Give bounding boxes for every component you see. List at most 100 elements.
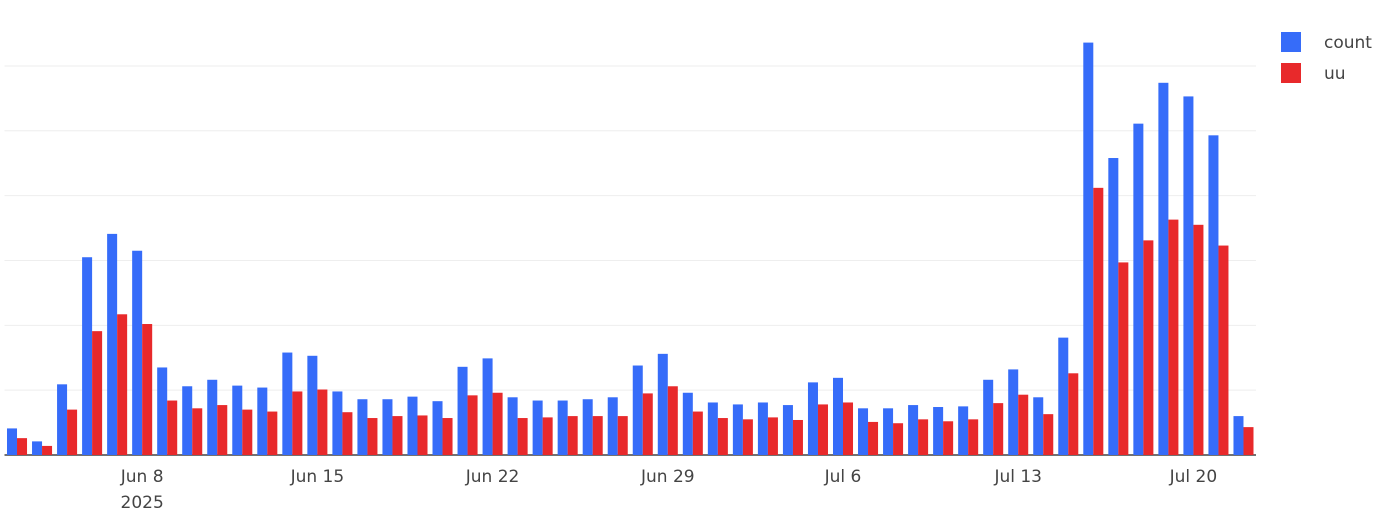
bar xyxy=(482,358,493,455)
bar xyxy=(442,418,453,455)
bar xyxy=(742,419,753,455)
bar xyxy=(1083,42,1094,455)
bar xyxy=(407,396,418,455)
bar xyxy=(832,377,844,455)
x-tick-label: Jun 29 xyxy=(640,467,695,487)
bar xyxy=(292,391,303,455)
bar xyxy=(517,418,528,455)
bar xyxy=(667,386,678,455)
bar xyxy=(332,391,343,455)
bar xyxy=(432,401,443,455)
bar xyxy=(57,384,68,455)
bar xyxy=(1193,224,1204,455)
bar xyxy=(933,407,944,455)
bar xyxy=(632,365,643,455)
bar xyxy=(242,409,253,455)
bar xyxy=(592,416,603,455)
bar xyxy=(67,409,78,455)
bar xyxy=(192,408,203,455)
bar xyxy=(467,395,478,455)
bar xyxy=(1093,187,1104,455)
bar xyxy=(792,419,803,455)
bar xyxy=(617,416,628,455)
bar xyxy=(782,405,793,455)
bar xyxy=(392,416,403,455)
x-tick-label: Jul 13 xyxy=(993,467,1042,487)
bar xyxy=(868,421,879,455)
bar xyxy=(807,382,818,455)
bar xyxy=(1133,123,1144,455)
bar xyxy=(92,331,103,455)
bar xyxy=(918,419,929,455)
bar xyxy=(883,408,894,455)
bar xyxy=(1243,427,1254,455)
bar xyxy=(1143,240,1154,455)
bar xyxy=(107,233,118,455)
bar xyxy=(82,257,93,455)
bar xyxy=(142,324,153,455)
bar xyxy=(958,406,969,455)
legend-label: count xyxy=(1324,33,1372,53)
bar xyxy=(1218,245,1229,455)
bar xyxy=(417,415,428,455)
x-tick-label: Jun 15 xyxy=(290,467,345,487)
bar xyxy=(1233,416,1244,455)
x-year-label: 2025 xyxy=(121,493,164,513)
bar xyxy=(893,423,904,455)
bar xyxy=(32,441,43,455)
bar xyxy=(382,399,393,455)
bar xyxy=(983,379,994,455)
bar xyxy=(157,367,168,455)
bar xyxy=(1108,158,1119,455)
bar xyxy=(858,408,869,455)
x-tick-label: Jul 20 xyxy=(1169,467,1218,487)
bar xyxy=(232,385,243,455)
bar xyxy=(42,445,53,455)
bar xyxy=(282,352,293,455)
bar xyxy=(1043,414,1054,455)
bar xyxy=(1183,96,1194,455)
bar xyxy=(567,416,578,455)
bar xyxy=(267,411,278,455)
bar xyxy=(317,389,328,455)
bar xyxy=(1058,337,1069,455)
bar xyxy=(357,399,368,455)
bar xyxy=(657,353,668,455)
bar xyxy=(582,399,593,455)
bar xyxy=(342,412,353,455)
bar xyxy=(207,379,218,455)
bar xyxy=(682,392,693,455)
bar xyxy=(717,418,728,455)
bar xyxy=(692,411,703,455)
bar xyxy=(732,404,743,455)
bar xyxy=(1033,397,1044,455)
bar xyxy=(642,393,653,455)
bar xyxy=(968,419,979,455)
bar xyxy=(1168,219,1179,455)
bar xyxy=(1018,394,1029,455)
bar xyxy=(182,386,193,455)
legend-label: uu xyxy=(1324,64,1346,84)
bar xyxy=(607,397,618,455)
bar xyxy=(507,397,518,455)
bar xyxy=(532,400,543,455)
bar xyxy=(132,250,143,455)
bar xyxy=(17,438,28,455)
x-tick-label: Jun 22 xyxy=(465,467,520,487)
bar xyxy=(7,428,18,455)
bar xyxy=(1068,373,1079,455)
bar xyxy=(307,355,318,455)
bar xyxy=(367,418,378,455)
bar xyxy=(943,421,954,455)
bar xyxy=(257,387,268,455)
legend-swatch xyxy=(1281,32,1301,52)
bar xyxy=(1008,369,1019,455)
bar xyxy=(993,403,1004,455)
bar xyxy=(1118,262,1129,455)
bar xyxy=(167,400,178,455)
bar xyxy=(757,402,768,455)
bar xyxy=(457,366,468,455)
bar xyxy=(1158,82,1169,455)
x-tick-label: Jul 6 xyxy=(824,467,862,487)
